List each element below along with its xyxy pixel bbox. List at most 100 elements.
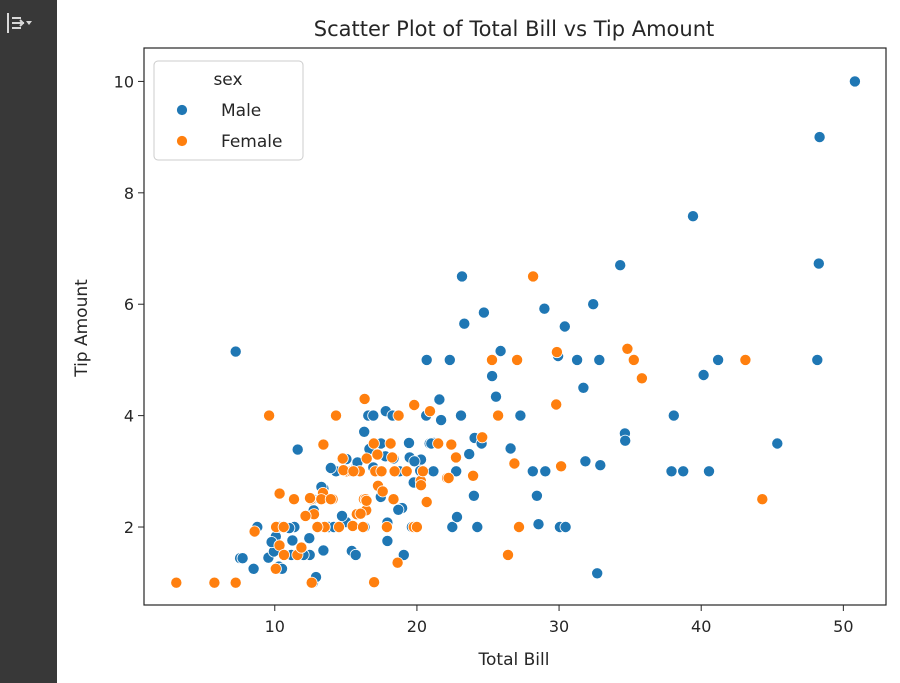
data-point-female (229, 576, 242, 589)
legend-label-male: Male (221, 101, 261, 121)
data-point-male (367, 409, 380, 422)
data-point-female (368, 576, 381, 589)
data-point-female (635, 372, 648, 385)
data-point-female (442, 471, 455, 484)
data-point-male (667, 409, 680, 422)
data-point-female (367, 437, 380, 450)
data-point-female (346, 519, 359, 532)
data-point-female (527, 270, 540, 283)
data-point-male (286, 534, 299, 547)
data-point-male (402, 436, 415, 449)
data-point-female (299, 509, 312, 522)
data-point-female (388, 465, 401, 478)
x-axis-label: Total Bill (478, 650, 550, 670)
data-point-male (813, 131, 826, 144)
data-point-female (347, 465, 360, 478)
data-point-male (771, 437, 784, 450)
y-axis-label: Tip Amount (72, 279, 92, 378)
data-point-female (511, 353, 524, 366)
data-point-female (360, 494, 373, 507)
data-point-male (514, 409, 527, 422)
data-point-male (427, 465, 440, 478)
data-point-female (445, 438, 458, 451)
data-point-male (697, 368, 710, 381)
legend-marker-male (176, 104, 188, 116)
data-point-female (380, 521, 393, 534)
data-point-male (530, 489, 543, 502)
data-point-female (414, 479, 427, 492)
output-sidebar (0, 0, 57, 683)
data-point-male (703, 465, 716, 478)
data-point-female (492, 409, 505, 422)
data-point-female (384, 437, 397, 450)
x-tick-label: 30 (549, 617, 569, 636)
data-point-male (587, 298, 600, 311)
data-point-female (392, 409, 405, 422)
data-point-male (687, 210, 700, 223)
data-point-female (386, 451, 399, 464)
data-point-female (287, 493, 300, 506)
data-point-male (335, 509, 348, 522)
data-point-female (408, 398, 421, 411)
collapse-output-icon[interactable] (4, 10, 34, 36)
data-point-male (712, 353, 725, 366)
x-tick-label: 20 (407, 617, 427, 636)
data-point-male (579, 455, 592, 468)
y-tick-label: 10 (114, 72, 134, 91)
data-point-female (512, 521, 525, 534)
data-point-male (420, 353, 433, 366)
data-point-female (501, 548, 514, 561)
data-point-female (555, 460, 568, 473)
data-point-male (812, 257, 825, 270)
data-point-male (454, 409, 467, 422)
data-point-female (756, 493, 769, 506)
data-point-female (387, 493, 400, 506)
data-point-female (356, 521, 369, 534)
data-point-male (526, 465, 539, 478)
data-point-female (739, 353, 752, 366)
data-point-female (371, 448, 384, 461)
data-point-female (391, 556, 404, 569)
data-point-male (467, 489, 480, 502)
data-point-female (420, 495, 433, 508)
data-point-male (236, 552, 249, 565)
data-point-male (450, 465, 463, 478)
data-point-male (435, 414, 448, 427)
data-point-female (416, 465, 429, 478)
data-point-female (449, 451, 462, 464)
series-female (170, 270, 769, 589)
data-point-female (295, 541, 308, 554)
data-point-male (324, 461, 337, 474)
data-point-male (619, 434, 632, 447)
data-point-male (358, 425, 371, 438)
data-point-male (571, 353, 584, 366)
data-point-female (317, 438, 330, 451)
data-point-female (476, 431, 489, 444)
data-point-male (593, 353, 606, 366)
data-point-female (170, 576, 183, 589)
data-point-male (811, 353, 824, 366)
data-point-male (433, 393, 446, 406)
data-point-male (848, 75, 861, 88)
data-point-female (376, 485, 389, 498)
data-point-female (508, 457, 521, 470)
data-point-female (248, 525, 261, 538)
data-point-male (229, 345, 242, 358)
data-point-male (443, 353, 456, 366)
data-point-male (494, 344, 507, 357)
data-point-female (621, 342, 634, 355)
data-point-female (332, 521, 345, 534)
legend-title: sex (213, 70, 242, 90)
chart-output: Scatter Plot of Total Bill vs Tip Amount… (57, 0, 900, 683)
data-point-female (329, 409, 342, 422)
data-point-male (665, 465, 678, 478)
points-layer (170, 75, 861, 589)
data-point-male (247, 562, 260, 575)
data-point-female (324, 493, 337, 506)
x-tick-label: 50 (833, 617, 853, 636)
data-point-male (381, 534, 394, 547)
legend: sex Male Female (153, 60, 304, 161)
data-point-male (614, 259, 627, 272)
data-point-male (408, 455, 421, 468)
data-point-female (277, 548, 290, 561)
